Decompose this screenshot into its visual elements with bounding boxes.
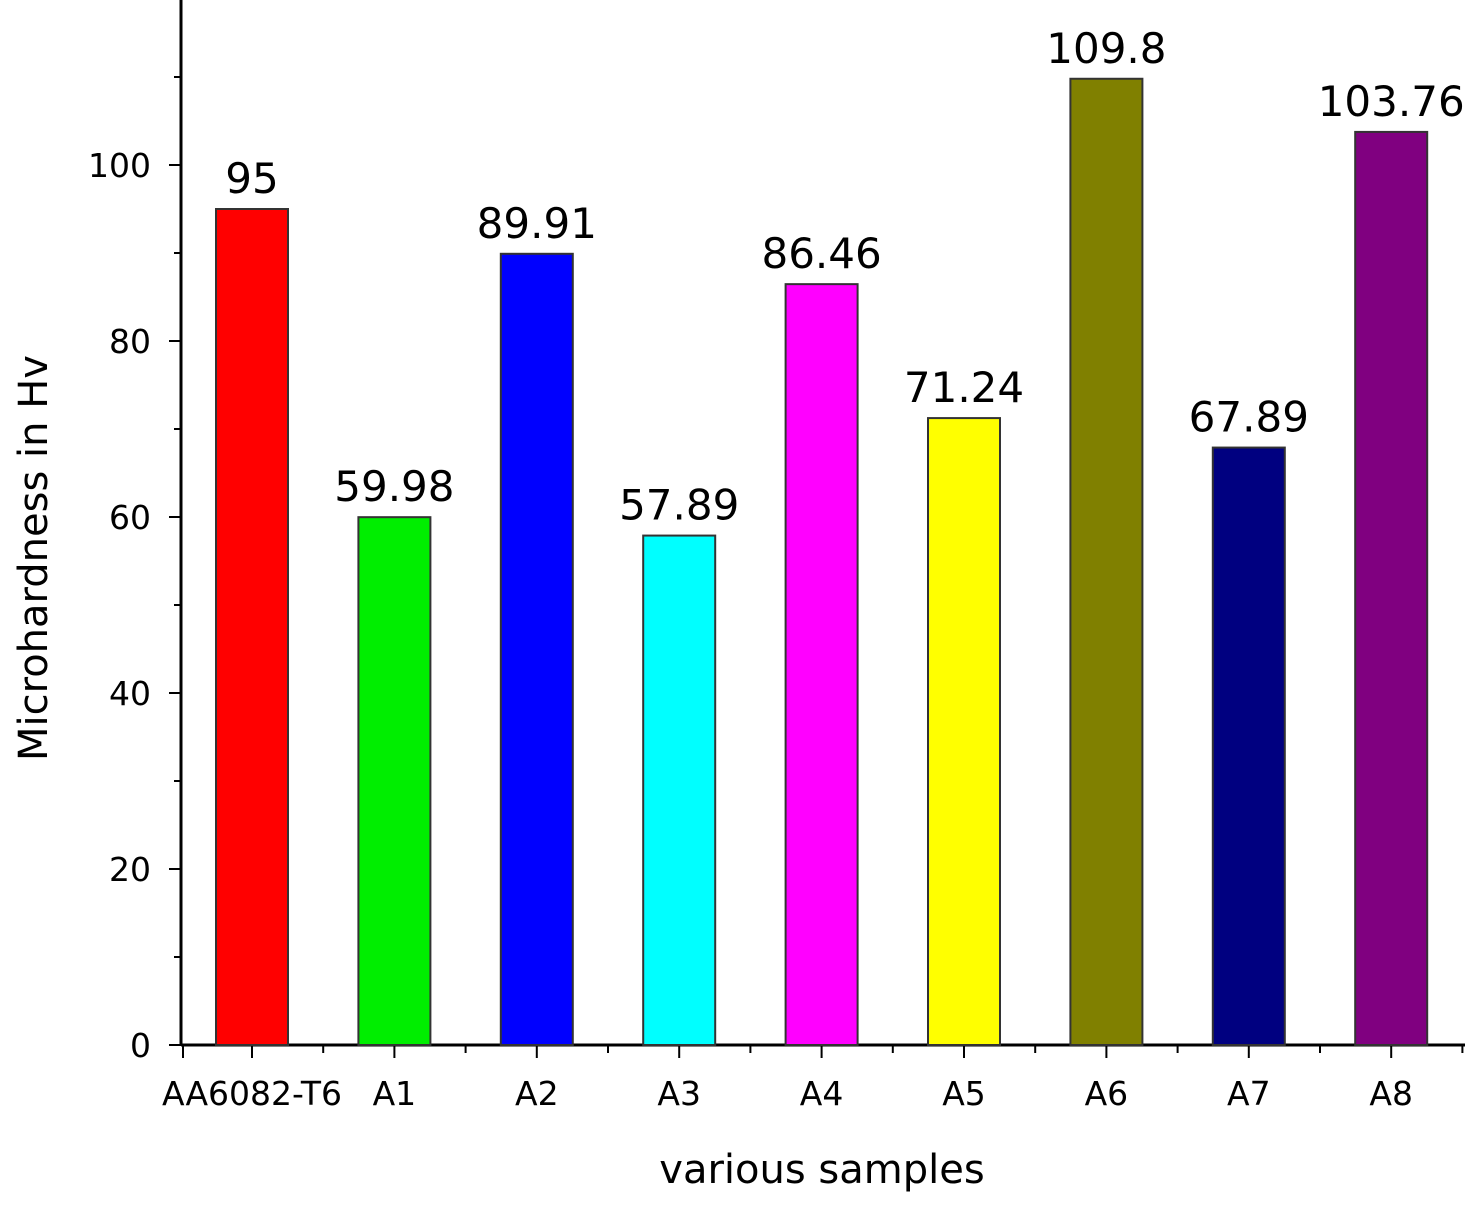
bar-a2: [499, 252, 574, 1047]
data-label-a8: 103.76: [1318, 77, 1465, 126]
y-tick-label: 20: [109, 850, 151, 889]
x-tick-label: A2: [515, 1074, 559, 1113]
bar-a6: [1069, 77, 1144, 1046]
x-tick-label: A4: [800, 1074, 844, 1113]
bar-a7: [1211, 446, 1286, 1046]
data-label-a5: 71.24: [904, 363, 1024, 412]
data-label-a1: 59.98: [334, 462, 454, 511]
x-tick-label: A5: [942, 1074, 986, 1113]
x-tick-label: A6: [1085, 1074, 1129, 1113]
x-axis-title: various samples: [659, 1147, 984, 1193]
x-tick-label: A3: [657, 1074, 701, 1113]
y-tick-label: 40: [109, 674, 151, 713]
data-label-a2: 89.91: [477, 199, 597, 248]
bar-a1: [357, 516, 432, 1046]
axes: 0 20 40 60 80 100 AA6082-T6 A1 A2 A3 A4 A5 A6 A7 A8: [88, 0, 1465, 1113]
data-label-aa6082-t6: 95: [225, 154, 278, 203]
x-tick-label: AA6082-T6: [162, 1074, 342, 1113]
bar-a3: [642, 534, 717, 1046]
data-label-a4: 86.46: [761, 229, 881, 278]
x-tick-label: A8: [1369, 1074, 1413, 1113]
bar-aa6082-t6: [215, 208, 289, 1046]
bar-a8: [1354, 130, 1429, 1047]
x-tick-label: A7: [1227, 1074, 1271, 1113]
bar-a5: [927, 417, 1001, 1046]
data-label-a3: 57.89: [619, 481, 739, 530]
bar-a4: [784, 283, 859, 1047]
y-axis-title: Microhardness in Hv: [11, 355, 57, 761]
y-tick-label: 100: [88, 146, 151, 185]
x-tick-label: A1: [373, 1074, 417, 1113]
y-tick-label: 60: [109, 498, 151, 537]
data-label-a6: 109.8: [1046, 24, 1166, 73]
y-tick-label: 80: [109, 322, 151, 361]
y-tick-label: 0: [130, 1026, 151, 1065]
bars: [215, 77, 1429, 1047]
data-labels: 95 59.98 89.91 57.89 86.46 71.24 109.8 67.89 103…: [225, 24, 1464, 530]
data-label-a7: 67.89: [1189, 393, 1309, 442]
